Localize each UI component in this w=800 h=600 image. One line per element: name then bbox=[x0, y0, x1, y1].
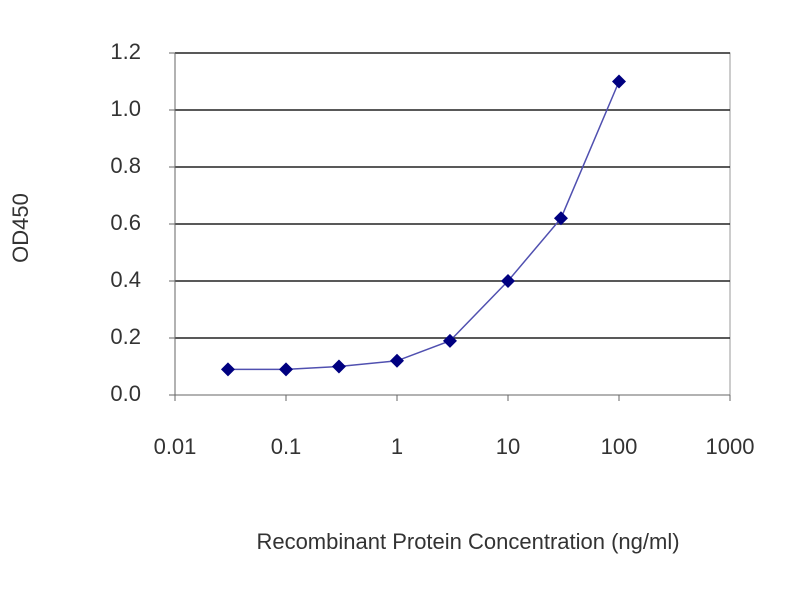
y-tick-label: 0.8 bbox=[110, 153, 141, 178]
data-point bbox=[612, 74, 626, 89]
x-tick-label: 1 bbox=[391, 434, 403, 459]
data-point bbox=[501, 274, 515, 288]
y-tick-label: 0.2 bbox=[110, 324, 141, 349]
series-line bbox=[227, 81, 620, 371]
data-point bbox=[331, 359, 346, 374]
data-point bbox=[220, 362, 235, 377]
data-point bbox=[553, 211, 568, 226]
data-point bbox=[442, 333, 457, 348]
x-tick-label: 1000 bbox=[706, 434, 755, 459]
x-tick-label: 0.01 bbox=[154, 434, 197, 459]
x-tick-label: 100 bbox=[601, 434, 638, 459]
y-tick-label: 0.6 bbox=[110, 210, 141, 235]
data-point bbox=[279, 362, 293, 377]
y-tick-label: 0.4 bbox=[110, 267, 141, 292]
y-axis-label: OD450 bbox=[8, 193, 33, 263]
data-point bbox=[390, 353, 404, 368]
x-tick-label: 10 bbox=[496, 434, 520, 459]
y-tick-label: 0.0 bbox=[110, 381, 141, 406]
y-tick-label: 1.2 bbox=[110, 39, 141, 64]
y-tick-label: 1.0 bbox=[110, 96, 141, 121]
x-tick-label: 0.1 bbox=[271, 434, 302, 459]
x-axis-label: Recombinant Protein Concentration (ng/ml… bbox=[256, 529, 679, 554]
